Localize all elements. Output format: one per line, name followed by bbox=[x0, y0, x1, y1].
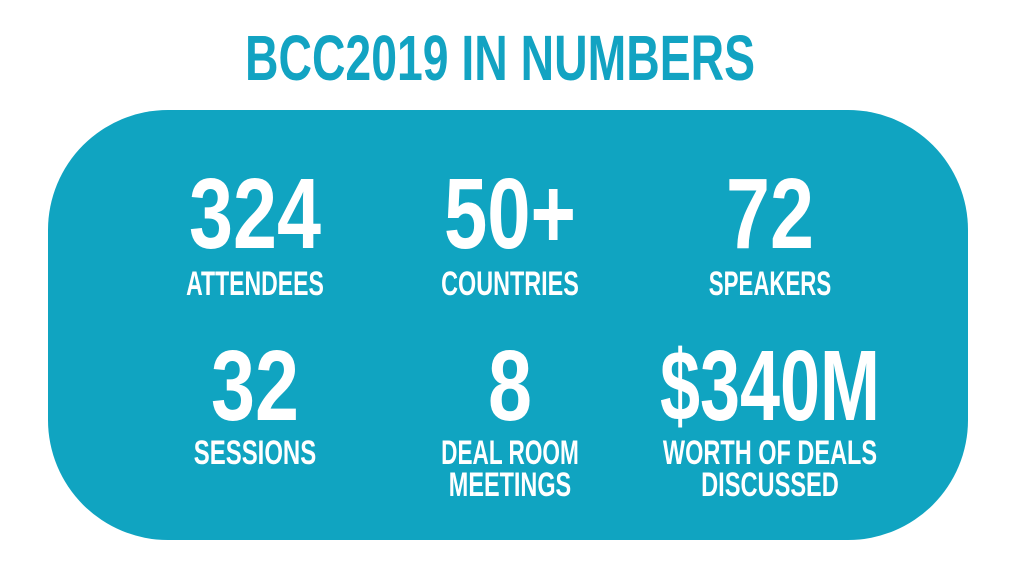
stat-label: MEETINGS bbox=[449, 466, 571, 504]
stat-label: SPEAKERS bbox=[709, 265, 831, 303]
stat-label: WORTH OF DEALS bbox=[663, 434, 877, 472]
stat-value: 50+ bbox=[444, 158, 576, 270]
stat-value: 32 bbox=[211, 330, 299, 442]
stat-value: 72 bbox=[726, 158, 814, 270]
stat-label: ATTENDEES bbox=[186, 265, 324, 303]
title: BCC2019 IN NUMBERS bbox=[245, 22, 755, 94]
stat-label: SESSIONS bbox=[194, 434, 316, 472]
stat-label: DISCUSSED bbox=[701, 466, 839, 504]
stat-value: 324 bbox=[189, 158, 321, 270]
stat-label: COUNTRIES bbox=[441, 265, 579, 303]
stat-value: $340M bbox=[660, 330, 880, 442]
panel bbox=[48, 110, 968, 540]
stat-value: 8 bbox=[488, 330, 532, 442]
stat-label: DEAL ROOM bbox=[441, 434, 579, 472]
